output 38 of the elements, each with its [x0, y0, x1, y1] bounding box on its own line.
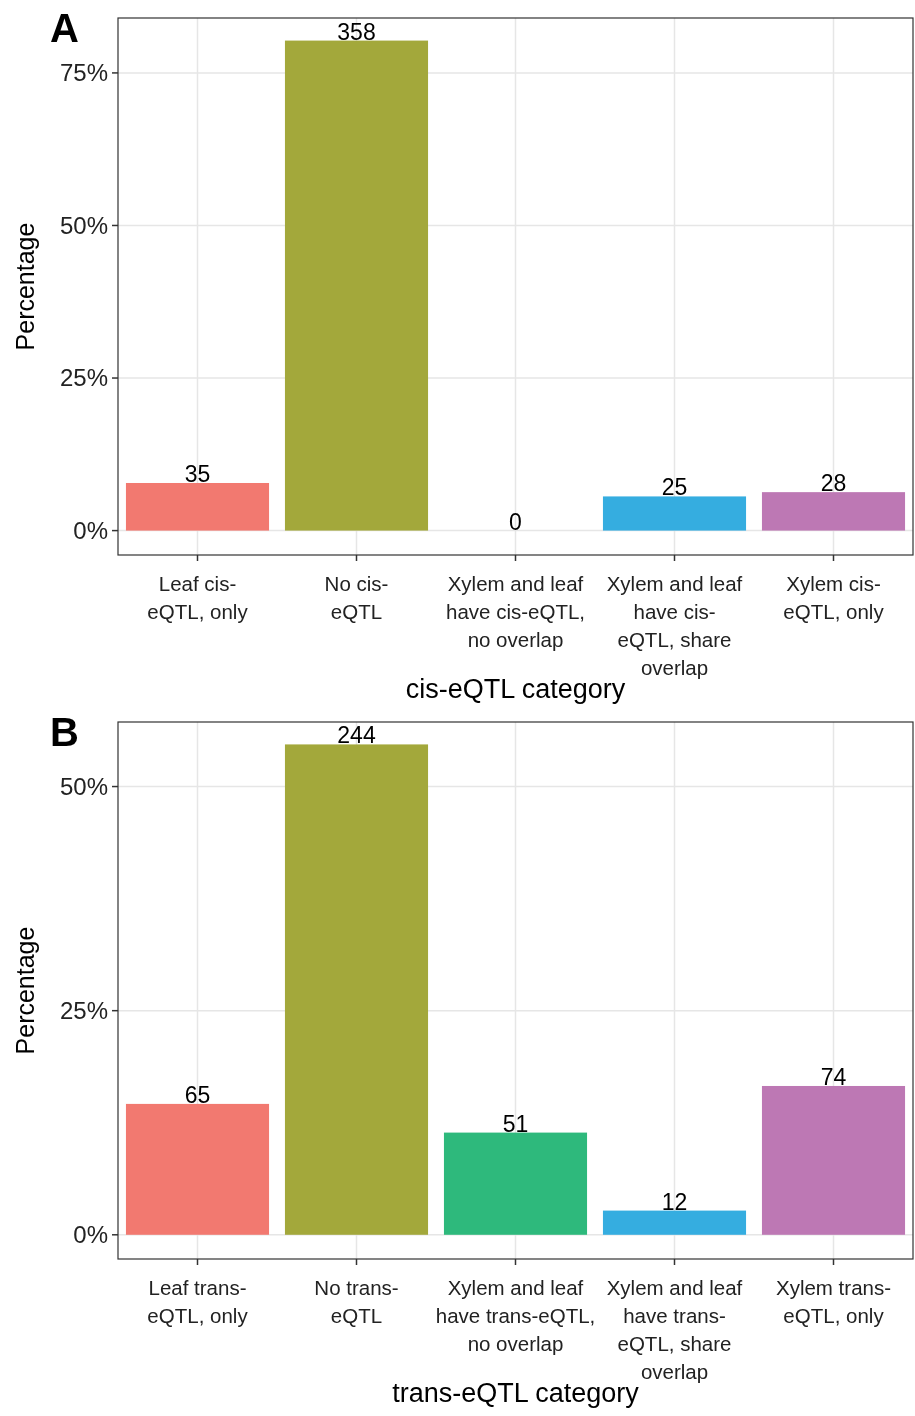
y-tick-label: 50% — [59, 772, 108, 800]
annotation: 51 — [502, 1110, 529, 1137]
x-tick-label: No trans- eQTL — [314, 1276, 399, 1327]
annotation: 358 — [337, 18, 376, 45]
chart-title: B — [50, 710, 79, 754]
y-tick-label: 75% — [59, 59, 108, 87]
x-tick-label: Xylem and leaf have trans-eQTL, no overlap — [435, 1276, 596, 1355]
y-tick-label: 25% — [59, 364, 108, 392]
annotation: 25 — [661, 474, 688, 501]
x-tick-label: Leaf trans- eQTL, only — [147, 1276, 249, 1327]
annotation: 65 — [184, 1081, 211, 1108]
y-axis-title: Percentage — [11, 222, 39, 351]
bar — [761, 1085, 906, 1235]
bar — [761, 492, 906, 531]
annotation: 244 — [337, 722, 376, 749]
bar — [125, 482, 270, 531]
annotation: 35 — [184, 460, 211, 487]
bar — [284, 40, 429, 531]
x-tick-label: Leaf cis- eQTL, only — [147, 572, 249, 623]
y-tick-label: 0% — [73, 516, 108, 544]
annotation: 74 — [820, 1063, 847, 1090]
y-tick-label: 50% — [59, 211, 108, 239]
x-tick-label: Xylem and leaf have cis-eQTL, no overlap — [446, 572, 585, 651]
y-axis-title: Percentage — [11, 926, 39, 1055]
annotation: 12 — [661, 1188, 688, 1215]
bar — [602, 496, 747, 531]
x-tick-label: Xylem cis- eQTL, only — [783, 572, 885, 623]
y-tick-label: 0% — [73, 1221, 108, 1249]
x-tick-label: No cis- eQTL — [324, 572, 389, 623]
chart-title: A — [50, 6, 79, 50]
bar — [602, 1210, 747, 1235]
bar — [284, 744, 429, 1235]
y-tick-label: 25% — [59, 997, 108, 1025]
annotation: 0 — [509, 508, 522, 535]
bar — [443, 1132, 588, 1235]
x-tick-label: Xylem trans- eQTL, only — [775, 1276, 892, 1327]
annotation: 28 — [820, 470, 847, 497]
bar — [125, 1103, 270, 1235]
